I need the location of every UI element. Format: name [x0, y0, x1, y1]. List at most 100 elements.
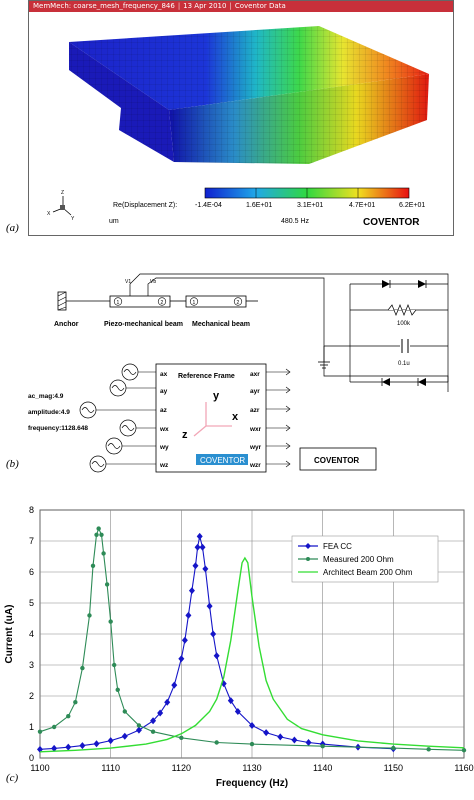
data-point	[121, 732, 128, 740]
port-v1-label: V1	[125, 279, 131, 285]
data-point	[178, 655, 185, 663]
legend-marker	[306, 557, 310, 561]
data-point	[214, 740, 219, 745]
ref-input-ay: ay	[160, 388, 168, 395]
port-vb-label: Vb	[150, 279, 156, 285]
legend-label: Measured 200 Ohm	[323, 555, 394, 564]
x-tick-label: 1110	[101, 763, 120, 773]
ref-input-wx: wx	[159, 426, 169, 433]
y-tick-label: 4	[29, 629, 34, 639]
legend-label: FEA CC	[323, 542, 352, 551]
colorbar-tick-2: 3.1E+01	[297, 202, 323, 209]
triad-y-label: Y	[71, 216, 75, 222]
data-point	[213, 652, 220, 660]
diode-top-left	[382, 280, 391, 288]
data-point	[96, 526, 101, 531]
x-tick-label: 1150	[384, 763, 403, 773]
triad-z-label: Z	[61, 190, 64, 196]
ref-output-wxr: wxr	[249, 426, 262, 433]
title-date: 13 Apr 2010	[183, 2, 227, 10]
data-point	[80, 665, 85, 671]
data-point	[136, 723, 142, 728]
data-point	[90, 563, 96, 568]
coventor-logo-a: COVENTOR	[363, 217, 420, 228]
resistor-symbol	[387, 304, 417, 316]
x-tick-label: 1130	[242, 763, 261, 773]
data-point	[108, 619, 113, 624]
data-point	[79, 742, 86, 750]
legend: FEA CC Measured 200 Ohm Architect Beam 200…	[291, 535, 439, 583]
data-point	[185, 611, 192, 619]
data-point	[87, 613, 92, 618]
panel-b-circuit: 1 2 1 2 Anchor Piezo-mechanical beam Mec…	[28, 252, 458, 482]
mech-node-1: 1	[193, 300, 196, 306]
colorbar-tick-4: 6.2E+01	[399, 202, 425, 209]
data-point	[73, 700, 78, 705]
data-point	[199, 543, 206, 551]
y-tick-label: 7	[29, 536, 34, 546]
data-point	[249, 741, 255, 747]
y-tick-label: 0	[29, 753, 34, 763]
ref-output-wyr: wyr	[249, 444, 262, 451]
anchor-label: Anchor	[54, 321, 79, 328]
ref-output-ayr: ayr	[250, 388, 260, 395]
data-point	[220, 680, 227, 688]
param-frequency: frequency:1128.648	[28, 425, 88, 432]
y-ticks: 0 1 2 3 4 5 6 7 8	[29, 505, 34, 763]
capacitor-label: 0.1u	[398, 361, 410, 367]
data-point	[150, 717, 157, 725]
source-ay	[109, 379, 127, 397]
panel-b-letter: (b)	[6, 458, 19, 470]
x-tick-label: 1160	[454, 763, 473, 773]
mech-node-2: 2	[237, 300, 240, 306]
resistor-label: 100k	[397, 321, 411, 327]
triad-x-label: X	[47, 211, 51, 217]
x-tick-label: 1100	[30, 763, 49, 773]
data-point	[320, 744, 325, 749]
axis-triad: Z X Y	[47, 190, 75, 222]
ref-frame-title: Reference Frame	[178, 373, 235, 380]
fea-title-bar: MemMech: coarse_mesh_frequency_846 | 13 Ap…	[29, 1, 453, 12]
colorbar-tick-3: 4.7E+01	[349, 202, 375, 209]
ref-output-azr: azr	[250, 407, 260, 414]
data-point	[122, 709, 128, 714]
data-point	[101, 551, 106, 556]
diode-top-right	[418, 280, 427, 288]
y-tick-label: 5	[29, 598, 34, 608]
source-az	[79, 401, 97, 419]
data-point	[461, 748, 467, 753]
panel-a-fea-view: MemMech: coarse_mesh_frequency_846 | 13 Ap…	[28, 0, 454, 236]
coventor-logo-box: COVENTOR	[314, 456, 359, 465]
data-point	[51, 744, 58, 752]
circuit-schematic: 1 2 1 2 Anchor Piezo-mechanical beam Mec…	[28, 273, 449, 473]
data-point	[107, 737, 114, 745]
title-vendor: Coventor Data	[234, 2, 286, 10]
data-point	[115, 687, 120, 692]
data-point	[291, 736, 298, 744]
ref-input-ax: ax	[160, 371, 168, 378]
data-point	[234, 708, 241, 715]
series-group	[37, 526, 467, 753]
data-point	[104, 582, 110, 587]
panel-a-letter: (a)	[6, 222, 19, 234]
data-point	[65, 743, 72, 751]
frame-axis-z: z	[182, 429, 188, 441]
data-point	[179, 735, 184, 741]
data-point	[157, 709, 164, 717]
y-tick-label: 6	[29, 567, 34, 577]
output-arrows	[266, 368, 291, 468]
colorbar-tick-1: 1.6E+01	[246, 202, 272, 209]
current-vs-frequency-chart: 1100 1110 1120 1130 1140 1150 1160 0 1 2 3 4 5 6 7 8 F…	[4, 505, 474, 789]
anchor-symbol	[57, 291, 67, 311]
fea-render: Re(Displacement Z): -1.4E-04 1.6E+01 3.1…	[47, 26, 429, 228]
y-tick-label: 2	[29, 691, 34, 701]
data-point	[93, 740, 100, 748]
source-wy	[105, 437, 123, 455]
piezo-beam-block: 1 2	[109, 295, 171, 308]
y-axis-label: Current (uA)	[4, 605, 15, 664]
reference-frame-block: Reference Frame ax ay az wx wy wz axr ay…	[155, 363, 267, 473]
series-measured-200-ohm	[37, 526, 467, 753]
colorbar-label: Re(Displacement Z):	[113, 202, 177, 209]
piezo-node-1: 1	[117, 300, 120, 306]
data-point	[249, 721, 255, 729]
